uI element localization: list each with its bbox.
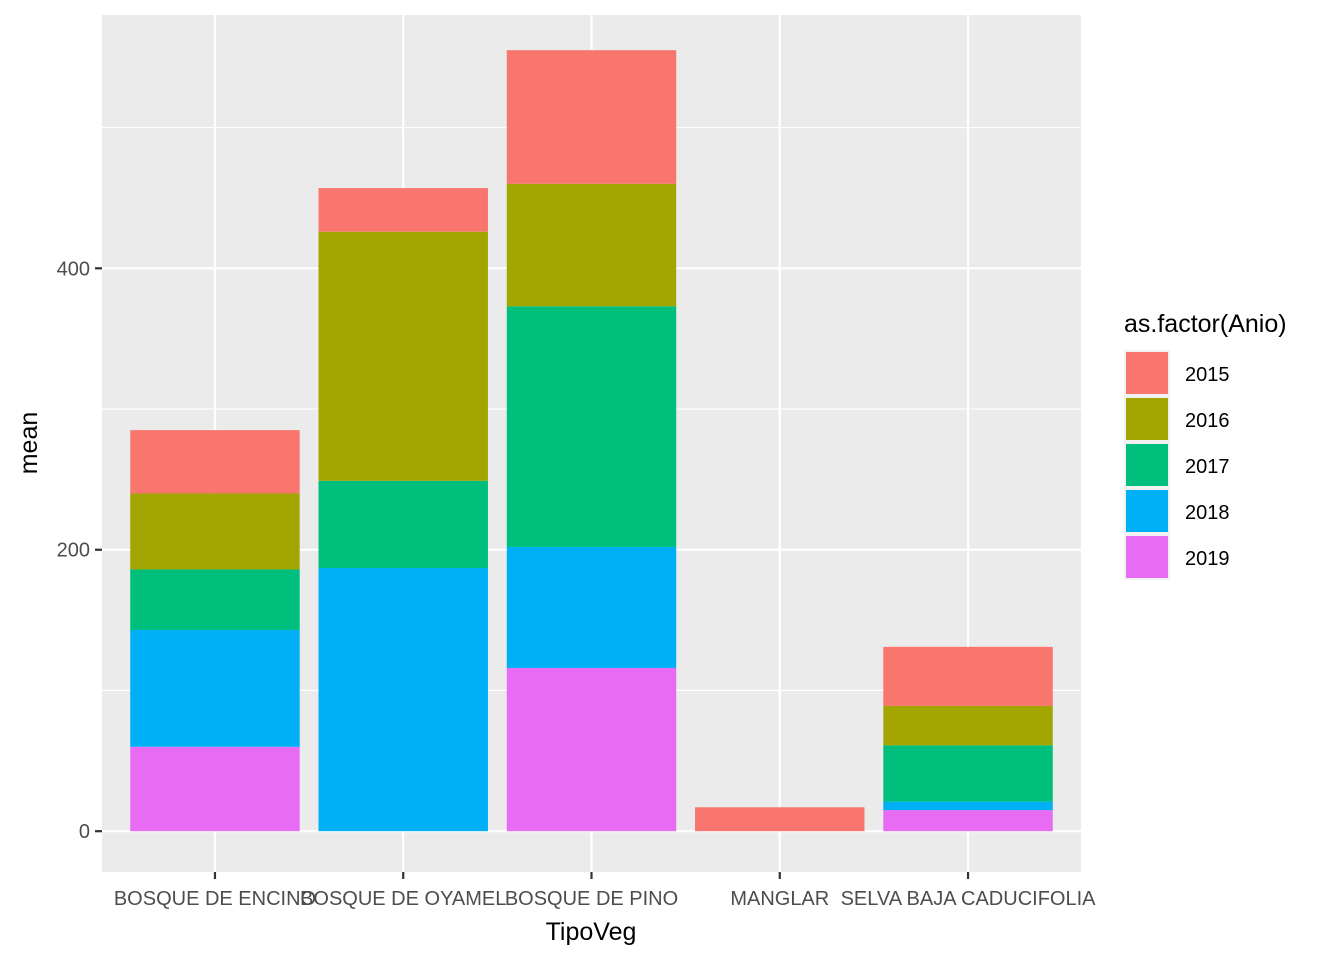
bar-segment-2018 — [883, 801, 1053, 811]
bar-segment-2019 — [883, 810, 1053, 832]
bar-segment-2015 — [506, 50, 677, 184]
bars — [130, 50, 1053, 832]
legend-label-2018: 2018 — [1185, 502, 1230, 524]
bar-segment-2017 — [130, 569, 300, 630]
legend: as.factor(Anio) 2015 2016 2017 2018 2019 — [1124, 310, 1287, 580]
legend-swatch-2017 — [1126, 444, 1168, 486]
bar-segment-2018 — [506, 546, 677, 668]
bar-segment-2017 — [318, 480, 488, 569]
x-tick-label: MANGLAR — [730, 888, 829, 910]
y-tick-label: 0 — [79, 821, 90, 843]
legend-swatch-2019 — [1126, 536, 1168, 578]
bar-segment-2016 — [318, 231, 488, 481]
x-axis-title: TipoVeg — [546, 918, 637, 946]
bar-segment-2019 — [506, 667, 677, 832]
bar-segment-2019 — [130, 746, 300, 832]
legend-label-2016: 2016 — [1185, 410, 1230, 432]
bar-segment-2015 — [695, 807, 865, 832]
legend-swatch-2018 — [1126, 490, 1168, 532]
y-axis: 0 200 400 — [57, 258, 102, 843]
y-tick-label: 200 — [57, 540, 90, 562]
legend-title: as.factor(Anio) — [1124, 310, 1287, 338]
legend-swatch-2016 — [1126, 398, 1168, 440]
y-axis-title: mean — [15, 412, 43, 475]
legend-label-2015: 2015 — [1185, 364, 1230, 386]
x-tick-label: SELVA BAJA CADUCIFOLIA — [841, 888, 1097, 910]
bar-segment-2015 — [883, 646, 1053, 706]
legend-label-2017: 2017 — [1185, 456, 1230, 478]
bar-segment-2018 — [318, 568, 488, 832]
bar-segment-2017 — [506, 306, 677, 547]
bar-segment-2016 — [130, 493, 300, 570]
bar-segment-2015 — [130, 430, 300, 494]
bar-segment-2016 — [506, 183, 677, 307]
legend-swatch-2015 — [1126, 352, 1168, 394]
bar-segment-2015 — [318, 188, 488, 232]
bar-segment-2018 — [130, 629, 300, 747]
bar-segment-2017 — [883, 745, 1053, 802]
x-tick-label: BOSQUE DE OYAMEL — [300, 888, 506, 910]
y-tick-label: 400 — [57, 258, 90, 280]
bar-segment-2016 — [883, 705, 1053, 746]
x-tick-label: BOSQUE DE ENCINO — [114, 888, 316, 910]
x-tick-label: BOSQUE DE PINO — [505, 888, 678, 910]
legend-label-2019: 2019 — [1185, 548, 1230, 570]
